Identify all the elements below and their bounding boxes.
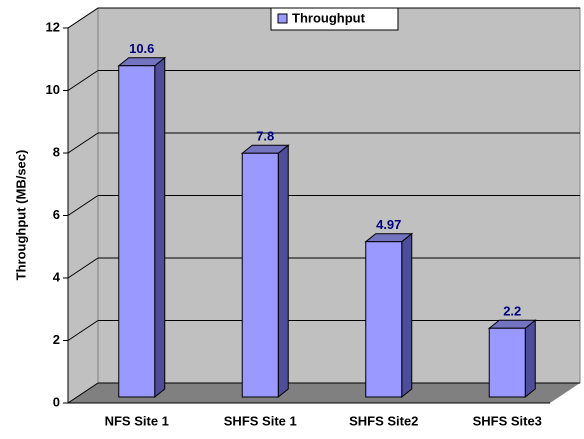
value-label: 7.8: [256, 129, 274, 144]
value-label: 2.2: [503, 304, 521, 319]
x-tick-label: SHFS Site3: [473, 413, 542, 428]
bar-side: [524, 319, 536, 399]
grid-line: [67, 7, 99, 29]
bar: [365, 241, 403, 398]
bar: [488, 327, 526, 398]
y-tick-label: 6: [53, 207, 60, 222]
grid-line: [67, 70, 99, 91]
y-tick-label: 8: [53, 144, 60, 159]
x-tick-label: SHFS Site2: [349, 413, 418, 428]
y-tick-label: 12: [46, 19, 60, 34]
floor: [68, 383, 580, 403]
y-tick-label: 0: [53, 394, 60, 409]
bar: [118, 65, 156, 398]
y-tick-label: 10: [46, 82, 60, 97]
y-tick-label: 2: [53, 332, 60, 347]
grid-line: [67, 195, 99, 216]
x-tick-label: SHFS Site 1: [224, 413, 297, 428]
grid-line: [67, 320, 99, 341]
grid-line: [67, 132, 99, 154]
bar-side: [401, 232, 413, 399]
legend-swatch: [277, 13, 288, 24]
grid-line: [67, 257, 99, 279]
y-tick-label: 4: [53, 269, 61, 284]
grid-line: [67, 382, 99, 404]
bar: [241, 152, 279, 398]
value-label: 10.6: [129, 41, 154, 56]
value-label: 4.97: [376, 217, 401, 232]
bar-side: [277, 144, 289, 399]
y-axis-label: Throughput (MB/sec): [13, 150, 28, 281]
x-tick-label: NFS Site 1: [105, 413, 169, 428]
legend-label: Throughput: [292, 10, 366, 25]
bar-side: [154, 56, 166, 399]
